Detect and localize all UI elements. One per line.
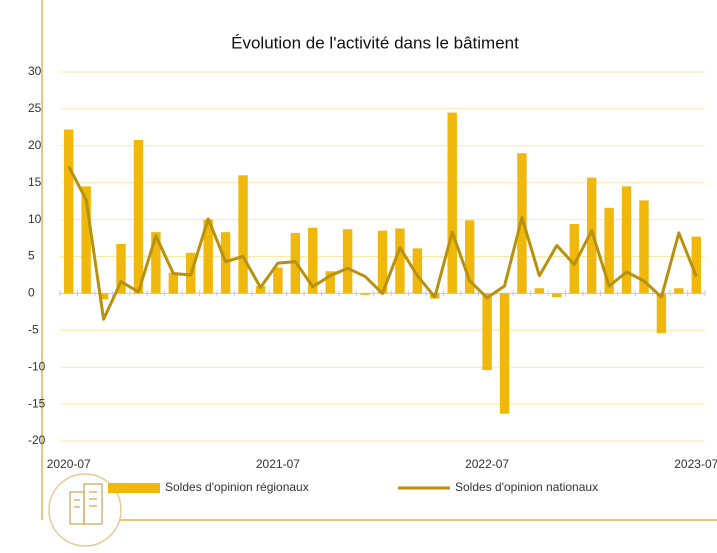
bar xyxy=(133,139,144,294)
bar xyxy=(377,230,388,294)
bar xyxy=(98,293,109,300)
bar xyxy=(534,288,545,294)
legend-label: Soldes d'opinion régionaux xyxy=(165,480,309,494)
bar xyxy=(691,236,701,294)
bar xyxy=(360,293,370,295)
building-icon xyxy=(48,473,122,547)
x-tick-label: 2020-07 xyxy=(47,457,91,471)
y-tick-label: 20 xyxy=(28,138,42,152)
bar xyxy=(621,186,632,294)
bar xyxy=(81,186,91,294)
bar xyxy=(64,129,74,294)
bar xyxy=(412,248,423,294)
y-tick-label: 15 xyxy=(28,175,42,189)
bar xyxy=(639,200,649,294)
y-tick-label: -20 xyxy=(28,433,46,447)
y-tick-label: 10 xyxy=(28,212,42,226)
bar xyxy=(656,293,667,334)
bar xyxy=(552,293,562,298)
bar xyxy=(674,288,684,294)
bar xyxy=(604,207,614,294)
bar xyxy=(447,112,457,294)
x-tick-label: 2022-07 xyxy=(465,457,509,471)
bar xyxy=(168,272,179,294)
x-tick-label: 2023-07 xyxy=(674,457,717,471)
bar xyxy=(464,220,475,294)
bar xyxy=(325,271,335,294)
y-tick-label: -15 xyxy=(28,396,46,410)
y-tick-label: 30 xyxy=(28,64,42,78)
bar xyxy=(255,286,266,294)
y-tick-label: -5 xyxy=(28,322,39,336)
bar xyxy=(308,227,318,294)
y-tick-label: 25 xyxy=(28,101,42,115)
chart-title: Évolution de l'activité dans le bâtiment xyxy=(231,33,519,52)
legend-swatch xyxy=(108,483,160,493)
line xyxy=(67,165,698,321)
y-tick-label: 5 xyxy=(28,249,35,263)
legend-label: Soldes d'opinion nationaux xyxy=(455,480,598,494)
x-tick-label: 2021-07 xyxy=(256,457,300,471)
bar xyxy=(151,232,161,294)
bar xyxy=(395,228,405,294)
bar xyxy=(116,243,126,294)
y-tick-label: 0 xyxy=(28,286,35,300)
bar xyxy=(569,224,579,294)
bar xyxy=(499,293,510,414)
bar xyxy=(238,175,248,294)
y-tick-label: -10 xyxy=(28,359,46,373)
bar xyxy=(342,229,353,294)
bar xyxy=(482,293,492,371)
bar xyxy=(203,219,213,294)
bar xyxy=(273,267,283,294)
